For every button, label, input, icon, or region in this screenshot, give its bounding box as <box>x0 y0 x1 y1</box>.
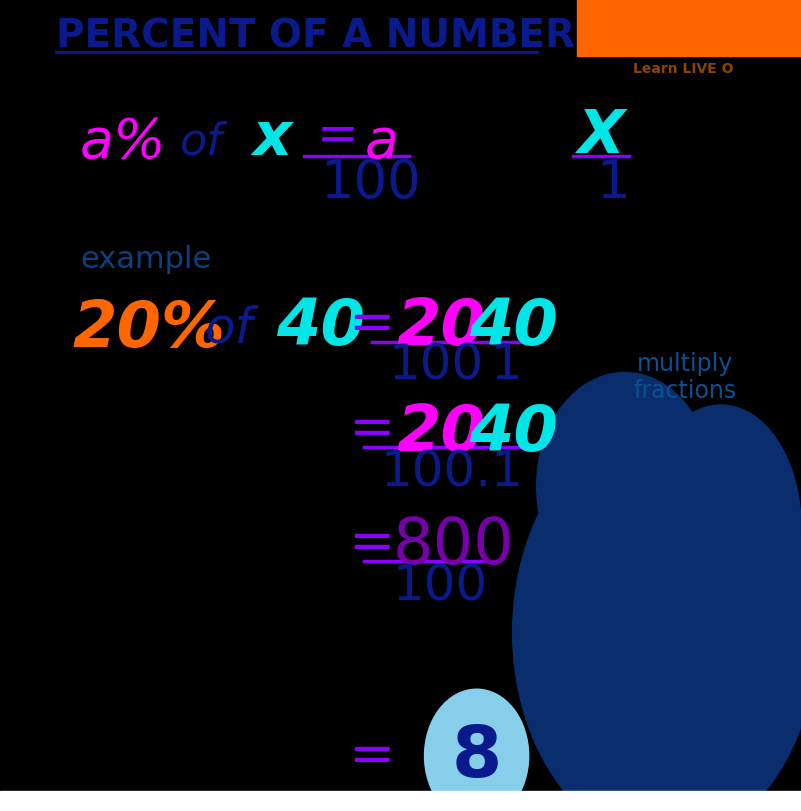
Text: =: = <box>348 729 395 783</box>
Text: a%: a% <box>80 115 167 169</box>
Text: 1: 1 <box>597 157 630 208</box>
Text: 100: 100 <box>392 561 488 610</box>
Text: =: = <box>348 403 395 457</box>
Text: =: = <box>316 111 358 160</box>
Text: =: = <box>348 298 395 351</box>
Text: 8: 8 <box>452 723 501 791</box>
Text: 40: 40 <box>276 296 365 358</box>
Text: 40: 40 <box>469 401 557 463</box>
Text: 800: 800 <box>392 514 514 576</box>
Text: of: of <box>180 121 223 163</box>
Ellipse shape <box>537 373 713 600</box>
Bar <box>0 791 801 811</box>
Text: a: a <box>364 115 398 169</box>
Text: 100.1: 100.1 <box>380 448 523 496</box>
Text: 40: 40 <box>469 296 557 358</box>
Text: 20: 20 <box>396 401 485 463</box>
Text: of: of <box>204 304 252 353</box>
Text: PERCENT OF A NUMBER: PERCENT OF A NUMBER <box>56 18 575 55</box>
Ellipse shape <box>513 422 801 811</box>
Text: 20%: 20% <box>72 298 225 359</box>
Text: 100: 100 <box>320 157 421 208</box>
Ellipse shape <box>641 406 801 649</box>
Text: 100: 100 <box>388 341 484 389</box>
Text: example: example <box>80 245 211 274</box>
Text: 20: 20 <box>396 296 485 358</box>
Ellipse shape <box>425 689 529 811</box>
Text: 1: 1 <box>491 341 523 389</box>
Text: X: X <box>577 107 624 165</box>
Text: =: = <box>348 517 395 570</box>
Bar <box>577 0 801 57</box>
Text: Learn LIVE O: Learn LIVE O <box>633 62 733 76</box>
Text: multiply
fractions: multiply fractions <box>634 351 736 403</box>
Text: x: x <box>252 109 292 167</box>
